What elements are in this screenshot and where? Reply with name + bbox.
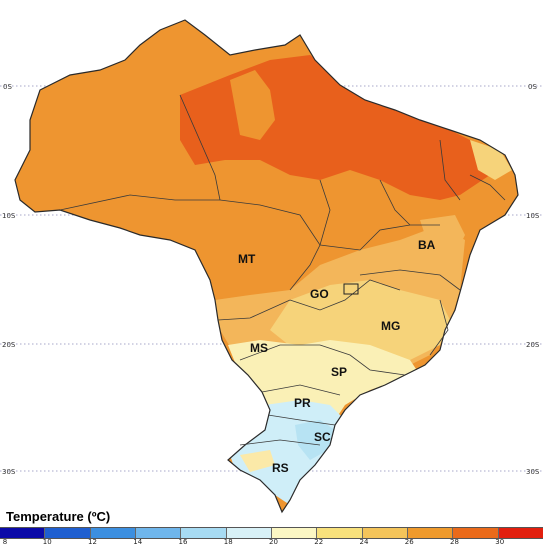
legend-swatch — [316, 528, 362, 538]
border-ne-coast-states — [469, 174, 506, 201]
legend-swatch — [134, 528, 181, 538]
federal-district — [343, 283, 359, 295]
legend-colorbar — [0, 527, 543, 539]
legend-tick: 24 — [359, 538, 369, 546]
border-pi-ce — [439, 139, 461, 201]
legend-swatch — [406, 528, 453, 538]
legend-tick: 14 — [133, 538, 143, 546]
lat-label-left: 0S — [3, 83, 12, 91]
lat-label-right: 0S — [528, 83, 537, 91]
legend-tick: 16 — [178, 538, 188, 546]
legend-swatch — [89, 528, 135, 538]
legend-tick: 26 — [404, 538, 414, 546]
legend-swatch — [361, 528, 407, 538]
state-label-ba: BA — [418, 238, 436, 252]
legend-swatch — [270, 528, 317, 538]
lat-label-left: 20S — [2, 341, 16, 349]
legend-swatch — [225, 528, 271, 538]
state-label-pr: PR — [294, 396, 311, 410]
lat-label-left: 10S — [2, 212, 16, 220]
state-label-ms: MS — [250, 341, 268, 355]
legend-swatch — [0, 528, 45, 538]
border-ms-sp — [239, 344, 320, 361]
state-borders — [59, 94, 506, 446]
zone-warm-north — [230, 70, 275, 140]
state-label-rs: RS — [272, 461, 289, 475]
border-ms-go — [217, 299, 291, 321]
border-am-pa — [179, 94, 221, 201]
legend-tick: 12 — [88, 538, 97, 546]
zone-coast-ne — [470, 140, 512, 180]
border-sc-rs — [239, 439, 321, 446]
zone-colder — [295, 420, 335, 460]
legend-swatch — [180, 528, 226, 538]
border-go-mg — [289, 279, 401, 311]
legend-tick: 20 — [269, 538, 278, 546]
border-to-ba — [319, 224, 440, 251]
state-label-mg: MG — [381, 319, 400, 333]
legend-tick: 10 — [42, 538, 52, 546]
lat-label-right: 30S — [526, 468, 540, 476]
border-sp-pr — [261, 384, 341, 396]
legend-swatch — [497, 528, 543, 538]
legend-tick: 18 — [223, 538, 233, 546]
lat-label-right: 10S — [526, 212, 540, 220]
legend-tick: 8 — [2, 538, 8, 546]
legend-title: Temperature (ºC) — [6, 509, 111, 524]
border-mg-es — [429, 299, 449, 356]
legend-tick: 30 — [495, 538, 505, 546]
legend-tick: 22 — [314, 538, 324, 546]
legend-tick: 28 — [450, 538, 459, 546]
border-am-mt — [59, 194, 220, 211]
state-label-mt: MT — [238, 252, 256, 266]
legend-swatch — [44, 528, 90, 538]
lat-label-left: 30S — [2, 468, 16, 476]
zone-coast-south — [240, 450, 275, 472]
border-sp-mg — [319, 344, 406, 376]
lat-label-right: 20S — [526, 341, 540, 349]
border-ma-pi — [379, 179, 411, 226]
state-label-go: GO — [310, 287, 329, 301]
zone-cold — [230, 400, 345, 505]
state-label-sp: SP — [331, 365, 347, 379]
border-ba-mg — [359, 269, 461, 291]
legend-swatch — [452, 528, 498, 538]
legend-tick-labels: 8 10 12 14 16 18 20 22 24 26 28 30 — [0, 538, 543, 550]
border-pa-to — [319, 179, 331, 246]
border-pr-sc — [267, 414, 336, 426]
state-label-sc: SC — [314, 430, 331, 444]
border-mt-go — [219, 199, 321, 291]
